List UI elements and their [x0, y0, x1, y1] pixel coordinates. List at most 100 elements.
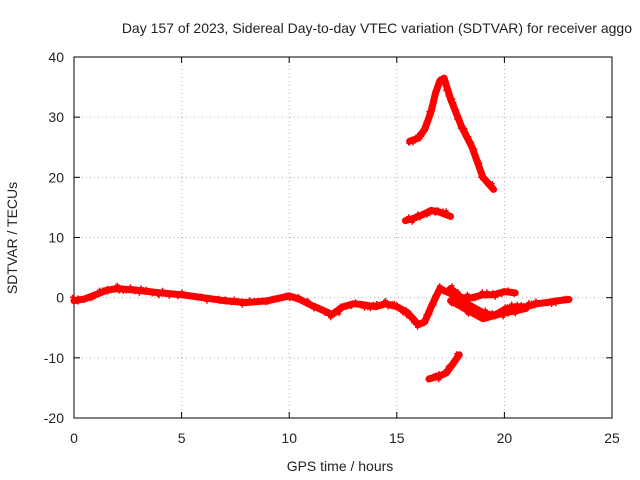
data-point: [468, 302, 474, 308]
data-point: [451, 100, 457, 106]
data-point: [445, 93, 451, 99]
series-lower-track: [425, 351, 463, 383]
data-point: [276, 297, 281, 303]
data-point: [487, 312, 493, 318]
y-tick-label: -10: [44, 350, 64, 366]
data-point: [511, 291, 517, 297]
data-point: [284, 292, 289, 298]
x-tick-label: 10: [281, 430, 297, 446]
data-point: [512, 311, 518, 317]
data-point: [187, 294, 193, 300]
data-series: [70, 74, 573, 383]
data-point: [107, 287, 113, 293]
data-point: [412, 138, 418, 144]
series-peak-track: [406, 74, 498, 193]
data-point: [482, 316, 488, 322]
data-point: [149, 291, 155, 297]
data-point: [551, 298, 556, 303]
data-point: [179, 289, 185, 295]
data-point: [156, 293, 162, 299]
data-point: [456, 115, 462, 121]
data-point: [463, 131, 469, 137]
data-point: [481, 176, 487, 182]
data-point: [160, 287, 166, 293]
data-point: [421, 319, 427, 325]
data-point: [451, 293, 457, 299]
data-point: [303, 301, 309, 307]
series-main-track: [70, 282, 573, 330]
data-point: [152, 290, 158, 296]
data-point: [212, 296, 218, 302]
data-point: [428, 304, 434, 310]
data-point: [217, 299, 223, 305]
data-point: [247, 297, 252, 303]
data-point: [544, 299, 549, 305]
data-point: [466, 311, 472, 317]
data-point: [244, 299, 249, 305]
data-point: [457, 125, 463, 131]
data-point: [70, 294, 75, 300]
data-point: [437, 283, 443, 289]
data-point: [415, 132, 421, 138]
data-point: [406, 214, 412, 220]
data-point: [343, 304, 349, 310]
data-point: [509, 301, 515, 307]
data-point: [83, 295, 89, 301]
data-point: [239, 302, 245, 308]
grid: [74, 57, 612, 418]
data-point: [336, 311, 342, 317]
data-point: [465, 291, 470, 297]
data-point: [436, 377, 442, 383]
data-point: [485, 183, 491, 189]
data-point: [484, 289, 490, 295]
data-point: [441, 78, 447, 84]
data-point: [323, 309, 329, 315]
data-point: [462, 305, 468, 311]
data-point: [529, 300, 535, 306]
data-point: [92, 294, 98, 300]
series-branch-below: [447, 297, 530, 323]
data-point: [130, 286, 136, 292]
data-point: [419, 133, 425, 139]
data-point: [467, 296, 473, 302]
data-point: [340, 305, 346, 311]
data-point: [182, 292, 187, 298]
data-point: [425, 118, 431, 124]
data-point: [332, 308, 338, 314]
data-point: [210, 297, 216, 303]
chart-title: Day 157 of 2023, Sidereal Day-to-day VTE…: [122, 20, 632, 36]
data-point: [432, 293, 438, 299]
data-point: [469, 140, 475, 145]
data-point: [391, 300, 397, 306]
data-point: [424, 212, 430, 218]
data-point: [407, 315, 413, 321]
data-point: [504, 290, 510, 296]
data-point: [434, 88, 440, 94]
data-point: [451, 297, 457, 303]
data-point: [449, 287, 455, 293]
data-point: [462, 126, 468, 132]
y-tick-label: 40: [48, 49, 64, 65]
data-point: [457, 303, 462, 309]
data-point: [199, 295, 205, 301]
data-point: [216, 295, 222, 301]
data-point: [252, 298, 258, 304]
x-tick-labels: 0 5 10 15 20 25: [70, 430, 620, 446]
data-point: [444, 86, 450, 91]
data-point: [191, 292, 196, 298]
data-point: [435, 288, 441, 294]
data-point: [105, 285, 110, 291]
data-point: [194, 295, 200, 301]
data-point: [490, 290, 496, 296]
data-point: [433, 372, 439, 378]
data-point: [466, 137, 472, 143]
data-point: [175, 294, 181, 300]
data-point: [222, 296, 228, 302]
data-point: [505, 287, 511, 293]
series-branch-above: [447, 283, 519, 303]
axis-ticks: [73, 56, 613, 419]
data-point: [460, 297, 466, 303]
data-point: [490, 311, 496, 317]
data-point: [449, 301, 454, 307]
data-point: [403, 218, 409, 224]
